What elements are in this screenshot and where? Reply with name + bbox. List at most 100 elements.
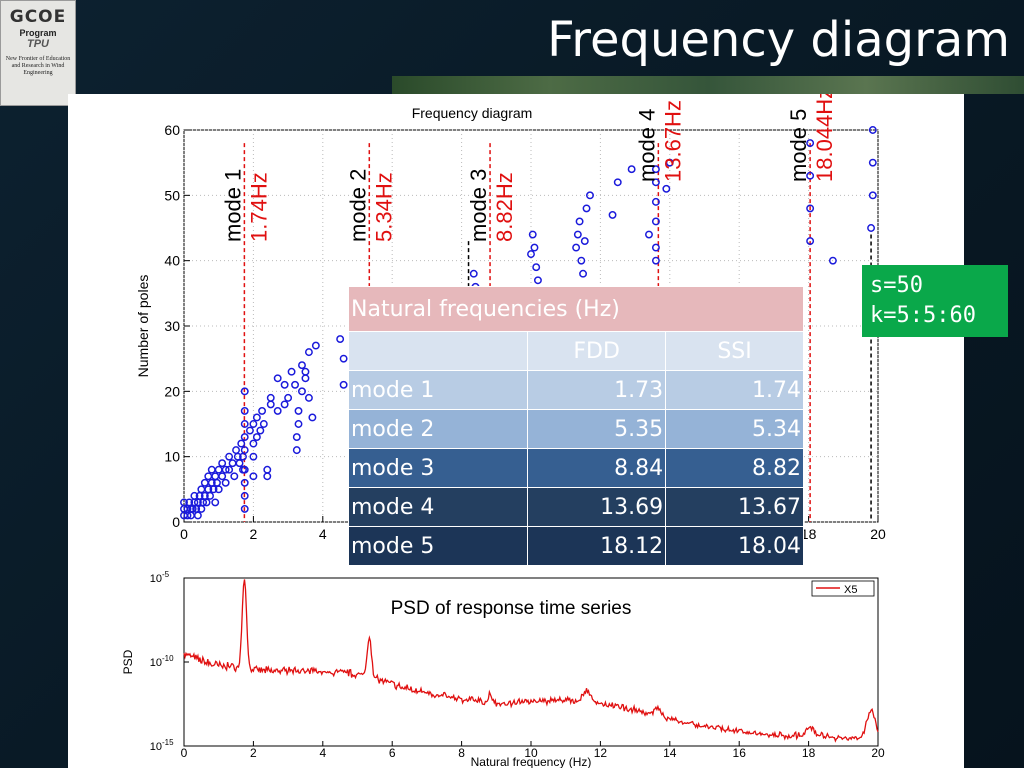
pole-point [339, 380, 348, 389]
pole-point [218, 459, 227, 468]
logo-line2: Program [19, 28, 57, 38]
fdd-value: 13.69 [527, 487, 667, 527]
x-tick-label: 8 [458, 746, 465, 760]
y-tick-label-exp: -10 [162, 654, 174, 663]
y-tick-label: 20 [164, 383, 180, 399]
pole-point [225, 465, 234, 474]
pole-point [294, 406, 303, 415]
x-tick-label: 12 [594, 746, 608, 760]
pole-point [180, 498, 188, 507]
pole-point [218, 472, 227, 481]
ssi-value: 5.34 [665, 409, 804, 449]
natural-frequencies-table: Natural frequencies (Hz) FDD SSI mode 1 … [347, 286, 804, 566]
pole-point [336, 335, 345, 344]
pole-point [211, 498, 220, 507]
pole-point [298, 387, 306, 396]
fdd-value: 1.73 [527, 370, 667, 410]
pole-point [214, 485, 223, 494]
pole-point [190, 491, 199, 500]
pole-point [579, 269, 587, 278]
fdd-value: 5.35 [527, 409, 667, 449]
pole-point [292, 446, 301, 455]
pole-point [533, 276, 542, 285]
pole-point [294, 420, 303, 428]
pole-point [240, 420, 249, 428]
y-tick-label-base: 10 [150, 741, 162, 753]
pole-point [528, 230, 537, 239]
pole-point [280, 400, 289, 409]
pole-point [230, 472, 239, 481]
pole-point [202, 498, 211, 507]
x-tick-label: 4 [319, 746, 326, 760]
mode-freq-label: 5.34Hz [371, 172, 396, 242]
y-tick-label: 30 [164, 318, 180, 334]
table-row: mode 3 8.84 8.82 [347, 448, 804, 488]
pole-point [273, 374, 282, 383]
pole-point [645, 230, 653, 239]
pole-point [245, 426, 254, 435]
y-tick-label-exp: -15 [162, 738, 174, 747]
x-tick-label: 2 [250, 526, 258, 542]
pole-point [252, 413, 261, 422]
ssi-value: 13.67 [665, 487, 804, 527]
pole-point [298, 361, 306, 370]
pole-point [280, 380, 289, 389]
pole-point [311, 341, 320, 350]
pole-point [806, 139, 815, 148]
pole-point [662, 184, 671, 193]
x-tick-label: 20 [871, 746, 885, 760]
pole-point [240, 491, 249, 500]
pole-point [806, 171, 815, 180]
pole-point [258, 406, 267, 415]
pole-point [206, 491, 214, 500]
pole-point [586, 191, 594, 200]
badge-line2: k=5:5:60 [870, 303, 976, 328]
ssi-value: 1.74 [665, 370, 804, 410]
pole-point [240, 406, 249, 415]
pole-point [240, 478, 249, 487]
pole-point [867, 224, 876, 232]
logo-line3: TPU [27, 38, 49, 50]
pole-point [577, 256, 586, 265]
fdd-value: 8.84 [527, 448, 667, 488]
pole-point [527, 250, 535, 259]
x-tick-label: 6 [389, 746, 396, 760]
pole-point [806, 237, 815, 246]
x-tick-label: 18 [802, 746, 816, 760]
x-tick-label: 0 [181, 746, 188, 760]
chart2-ylabel: PSD [121, 649, 135, 674]
pole-point [301, 367, 310, 376]
pole-point [252, 433, 261, 442]
pole-point [651, 217, 660, 226]
logo-line1: GCOE [9, 7, 67, 27]
mode-label: mode 1 [220, 169, 245, 242]
y-tick-label-exp: -5 [162, 570, 170, 579]
y-tick-label: 10 [164, 449, 180, 465]
table-header-ssi: SSI [665, 331, 804, 371]
x-tick-label: 2 [250, 746, 257, 760]
x-tick-label: 0 [180, 526, 188, 542]
legend-entry: X5 [844, 584, 857, 596]
pole-point [225, 452, 234, 461]
pole-point [287, 367, 296, 376]
pole-point [651, 243, 660, 252]
table-row: mode 4 13.69 13.67 [347, 487, 804, 527]
table-row: mode 2 5.35 5.34 [347, 409, 804, 449]
pole-point [249, 439, 258, 448]
pole-point [304, 348, 313, 357]
pole-point [284, 393, 293, 402]
y-tick-label: 50 [164, 187, 180, 203]
pole-point [339, 354, 348, 363]
pole-point [249, 472, 258, 481]
pole-point [304, 393, 313, 402]
row-label: mode 4 [347, 487, 529, 527]
pole-point [240, 433, 249, 442]
mode-freq-label: 1.74Hz [246, 172, 271, 242]
pole-point [613, 178, 622, 187]
pole-point [235, 459, 244, 468]
row-label: mode 1 [347, 370, 529, 410]
pole-point [580, 237, 589, 246]
pole-point [532, 263, 541, 272]
pole-point [221, 478, 230, 487]
